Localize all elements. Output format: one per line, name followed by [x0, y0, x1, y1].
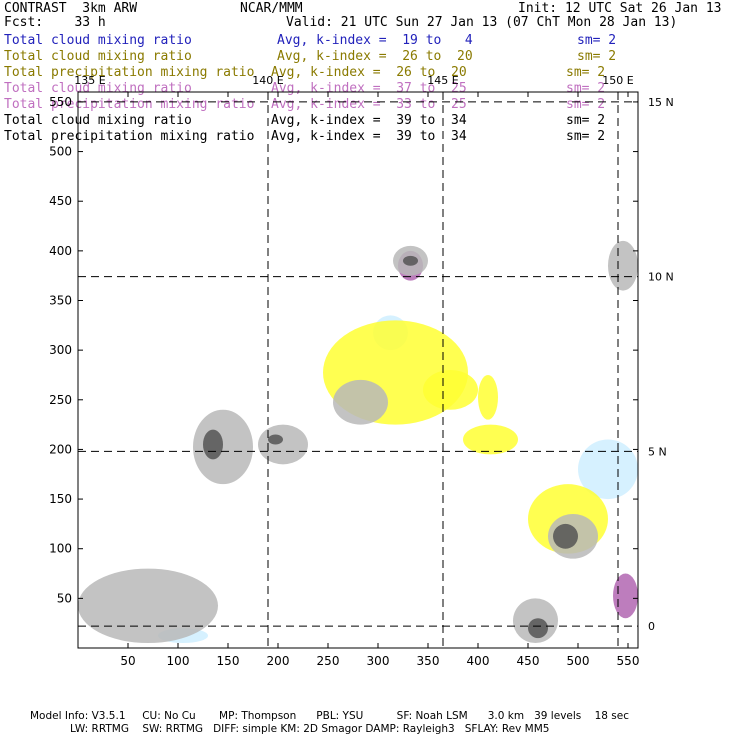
field-sm: sm= 2 — [577, 49, 617, 64]
physics-info-line: LW: RRTMG SW: RRTMG DIFF: simple KM: 2D … — [70, 723, 550, 735]
field-avg: Avg, k-index = 39 to 34 — [271, 129, 467, 144]
field-region-cloud_deep_dark — [268, 434, 283, 445]
x-tick-label: 150 — [217, 654, 240, 668]
y-tick-label: 550 — [49, 95, 72, 109]
field-region-cloud_mid — [423, 370, 478, 410]
field-region-cloud_mid — [478, 374, 498, 420]
field-name: Total cloud mixing ratio — [4, 33, 192, 48]
longitude-label: 140 E — [252, 74, 283, 87]
init-time: Init: 12 UTC Sat 26 Jan 13 — [518, 1, 722, 16]
longitude-label: 145 E — [427, 74, 458, 87]
field-region-cloud_deep_light — [333, 379, 388, 425]
field-region-cloud_upper — [613, 573, 638, 619]
y-tick-label: 350 — [49, 294, 72, 308]
field-region-cloud_deep_dark — [403, 255, 418, 266]
field-sm: sm= 2 — [566, 129, 606, 144]
field-region-cloud_deep_light — [78, 568, 218, 644]
x-tick-label: 50 — [120, 654, 135, 668]
y-tick-label: 400 — [49, 244, 72, 258]
field-avg: Avg, k-index = 26 to 20 — [271, 65, 467, 80]
field-regions — [78, 240, 638, 644]
model-info-line: Model Info: V3.5.1 CU: No Cu MP: Thompso… — [30, 710, 630, 722]
model-title: CONTRAST 3km ARW — [4, 1, 138, 16]
field-name: Total cloud mixing ratio — [4, 49, 192, 64]
x-tick-label: 350 — [417, 654, 440, 668]
field-name: Total cloud mixing ratio — [4, 113, 192, 128]
y-tick-label: 500 — [49, 145, 72, 159]
field-name: Total precipitation mixing ratio — [4, 97, 255, 112]
field-region-cloud_deep_dark — [553, 523, 578, 549]
x-tick-label: 200 — [267, 654, 290, 668]
field-name: Total precipitation mixing ratio — [4, 129, 255, 144]
field-name: Total precipitation mixing ratio — [4, 65, 255, 80]
latitude-label: 15 N — [648, 96, 674, 109]
field-region-cloud_deep_light — [193, 409, 253, 485]
header: CONTRAST 3km ARW NCAR/MMM Init: 12 UTC S… — [0, 0, 740, 150]
field-sm: sm= 2 — [566, 65, 606, 80]
field-region-cloud_deep_dark — [203, 429, 223, 460]
field-region-cloud_deep_dark — [528, 618, 548, 639]
plot-frame — [77, 91, 639, 649]
x-tick-label: 450 — [517, 654, 540, 668]
valid-time: Valid: 21 UTC Sun 27 Jan 13 (07 ChT Mon … — [286, 15, 678, 30]
field-sm: sm= 2 — [577, 33, 617, 48]
y-tick-label: 100 — [49, 542, 72, 556]
latitude-label: 0 — [648, 620, 655, 633]
longitude-label: 150 E — [602, 74, 633, 87]
x-tick-label: 300 — [367, 654, 390, 668]
x-tick-label: 500 — [567, 654, 590, 668]
field-region-cloud_mid — [463, 424, 518, 455]
longitude-edge-label: 135 E — [74, 74, 105, 87]
field-region-cloud_deep_light — [608, 240, 638, 291]
x-tick-label: 400 — [467, 654, 490, 668]
field-sm: sm= 2 — [566, 113, 606, 128]
y-tick-label: 150 — [49, 492, 72, 506]
axes: 50 100 150 200 250 300 350 400 450 500 550 50 100 150… — [49, 92, 639, 668]
x-tick-label: 100 — [167, 654, 190, 668]
latitude-label: 5 N — [648, 445, 667, 458]
forecast-hour: Fcst: 33 h — [4, 15, 106, 30]
y-tick-label: 250 — [49, 393, 72, 407]
x-tick-label: 250 — [317, 654, 340, 668]
center-label: NCAR/MMM — [240, 1, 303, 16]
field-region-cloud_low — [578, 439, 638, 500]
y-tick-label: 300 — [49, 343, 72, 357]
latitude-label: 10 N — [648, 271, 674, 284]
field-avg: Avg, k-index = 19 to 4 — [277, 33, 473, 48]
field-sm: sm= 2 — [566, 97, 606, 112]
x-tick-label: 550 — [617, 654, 640, 668]
lat-lon-grid: 140 E 145 E 150 E 135 E 0 5 N 10 N 15 N — [74, 74, 674, 648]
field-avg: Avg, k-index = 26 to 20 — [277, 49, 473, 64]
field-avg: Avg, k-index = 33 to 25 — [271, 97, 467, 112]
y-tick-label: 50 — [57, 591, 72, 605]
y-tick-label: 200 — [49, 442, 72, 456]
field-region-cloud_deep_light — [258, 424, 308, 465]
y-tick-label: 450 — [49, 194, 72, 208]
field-avg: Avg, k-index = 39 to 34 — [271, 113, 467, 128]
